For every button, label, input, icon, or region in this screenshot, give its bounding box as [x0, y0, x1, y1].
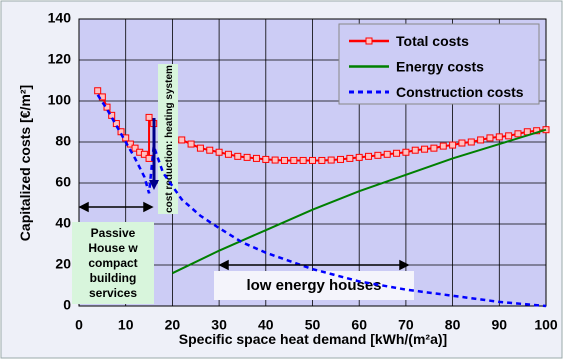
marker	[467, 138, 475, 146]
annotation: compact	[88, 256, 137, 270]
legend-marker	[365, 37, 373, 45]
marker	[355, 153, 363, 161]
marker	[318, 156, 326, 164]
y-tick-label: 60	[55, 174, 71, 190]
marker	[243, 153, 251, 161]
annotation-box	[72, 222, 154, 304]
marker	[309, 156, 316, 164]
x-tick-label: 30	[211, 317, 227, 333]
marker	[430, 144, 438, 152]
marker	[337, 155, 345, 163]
series-line	[171, 128, 547, 275]
x-tick-label: 40	[258, 317, 274, 333]
marker	[145, 113, 153, 121]
annotation-box	[214, 271, 414, 300]
annotation: Passive	[91, 226, 136, 240]
y-tick-label: 80	[55, 133, 71, 149]
y-tick-label: 0	[63, 297, 71, 313]
annotation: building	[90, 271, 137, 285]
x-axis-label: Specific space heat demand [kWh/(m²a)]	[179, 331, 447, 347]
marker	[327, 156, 335, 164]
reduction-arrow	[149, 118, 159, 190]
series-line	[96, 94, 547, 308]
y-axis-label: Capitalized costs [€/m²]	[17, 85, 33, 241]
x-tick-label: 80	[445, 317, 461, 333]
marker	[140, 150, 148, 158]
legend	[338, 23, 540, 105]
marker	[393, 149, 401, 157]
annotation: House w	[88, 241, 138, 255]
annotation: cost reduction: heating system	[164, 65, 175, 213]
marker	[505, 132, 513, 140]
x-tick-label: 50	[305, 317, 321, 333]
arrows	[78, 201, 410, 271]
x-tick-label: 70	[398, 317, 414, 333]
marker	[365, 152, 373, 160]
marker	[374, 151, 382, 159]
marker	[262, 155, 270, 163]
marker	[94, 87, 102, 95]
marker	[196, 144, 204, 152]
marker	[280, 156, 288, 164]
y-tick-label: 40	[55, 215, 71, 231]
marker	[215, 148, 223, 156]
legend-label: Construction costs	[396, 84, 524, 100]
marker	[131, 144, 139, 152]
y-tick-label: 20	[55, 256, 71, 272]
marker	[449, 141, 457, 149]
marker	[383, 150, 391, 158]
marker	[299, 156, 307, 164]
marker	[103, 103, 111, 111]
marker	[178, 136, 186, 144]
marker	[224, 150, 232, 158]
x-tick-label: 60	[351, 317, 367, 333]
marker	[402, 148, 410, 156]
marker	[234, 152, 242, 160]
marker	[495, 133, 503, 141]
x-tick-label: 90	[492, 317, 508, 333]
marker	[458, 139, 466, 147]
annotation: services	[89, 286, 137, 300]
marker	[187, 140, 195, 148]
y-tick-label: 120	[48, 51, 72, 67]
marker	[290, 156, 298, 164]
marker	[346, 154, 354, 162]
marker	[411, 146, 419, 154]
y-tick-label: 100	[48, 92, 72, 108]
marker	[252, 154, 260, 162]
marker	[486, 134, 494, 142]
marker	[439, 142, 447, 150]
x-tick-label: 10	[118, 317, 134, 333]
marker	[271, 156, 279, 164]
x-tick-label: 20	[165, 317, 181, 333]
legend-label: Energy costs	[396, 59, 484, 75]
marker	[477, 136, 485, 144]
annotation-box	[158, 64, 178, 214]
x-tick-label: 0	[75, 317, 83, 333]
y-tick-label: 140	[48, 10, 72, 26]
marker	[206, 146, 214, 154]
x-tick-label: 100	[534, 317, 558, 333]
marker	[514, 130, 522, 138]
annotation: low energy houses	[246, 277, 381, 294]
legend-label: Total costs	[396, 33, 469, 49]
marker	[421, 145, 429, 153]
